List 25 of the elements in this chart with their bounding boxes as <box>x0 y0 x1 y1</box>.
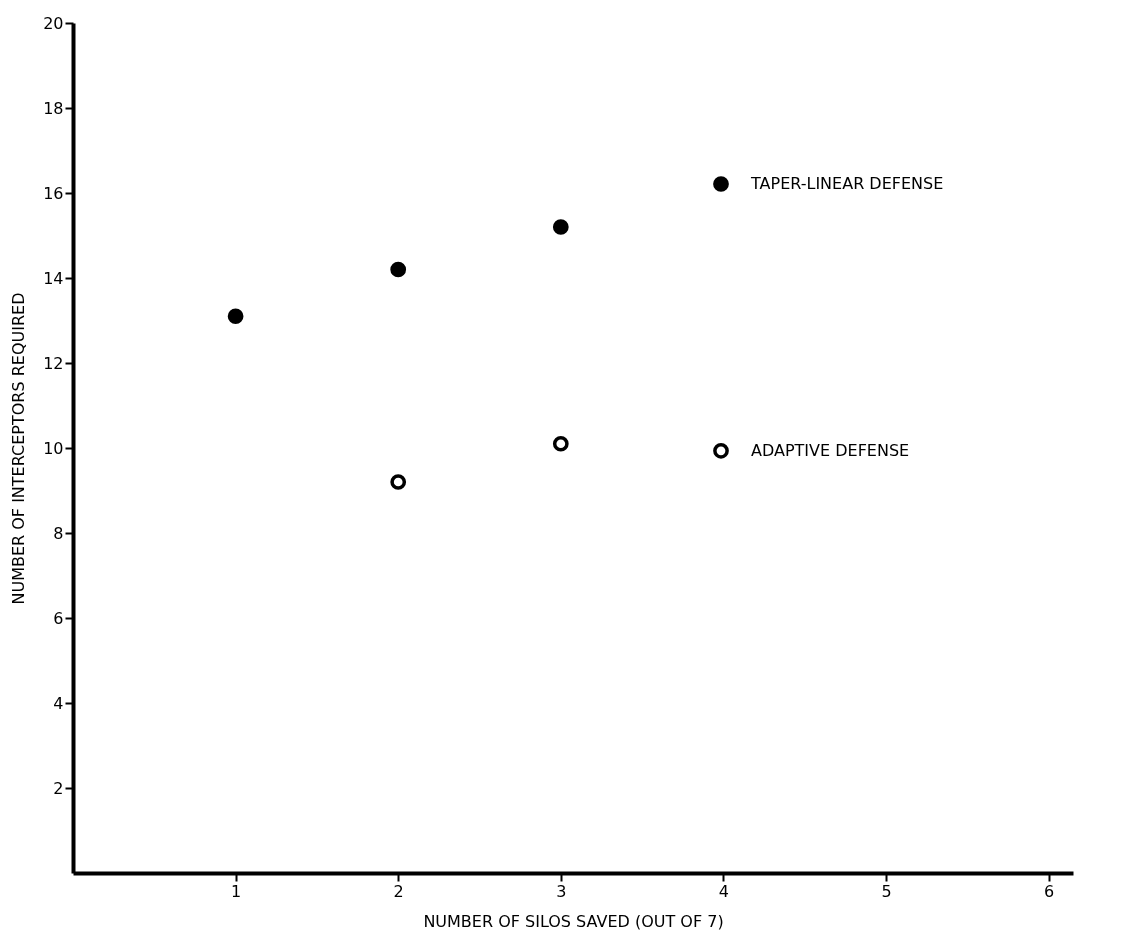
x-tick-label: 4 <box>718 881 729 901</box>
point <box>390 261 407 278</box>
legend-label: TAPER-LINEAR DEFENSE <box>750 174 944 193</box>
point <box>552 219 569 235</box>
point <box>390 474 407 490</box>
y-tick-label: 14 <box>43 268 64 288</box>
y-tick-label: 6 <box>53 608 64 628</box>
y-tick-label: 8 <box>53 523 64 543</box>
x-tick-label: 3 <box>556 881 567 901</box>
point <box>227 308 244 325</box>
y-axis-title: NUMBER OF INTERCEPTORS REQUIRED <box>9 292 29 605</box>
x-tick-label: 1 <box>231 881 242 901</box>
y-tick-label: 12 <box>43 353 64 373</box>
x-tick-label: 2 <box>393 881 404 901</box>
legend-label: ADAPTIVE DEFENSE <box>751 440 910 460</box>
y-tick-label: 4 <box>53 693 64 713</box>
y-tick-label: 18 <box>43 98 64 118</box>
y-tick-label: 2 <box>53 778 64 798</box>
x-tick-label: 5 <box>881 881 892 901</box>
x-axis-title: NUMBER OF SILOS SAVED (OUT OF 7) <box>423 911 724 931</box>
x-tick-label: 6 <box>1044 881 1055 901</box>
y-tick-label: 16 <box>43 183 64 203</box>
point <box>552 435 569 452</box>
y-tick-label: 20 <box>43 13 64 33</box>
y-tick-label: 10 <box>43 438 64 458</box>
